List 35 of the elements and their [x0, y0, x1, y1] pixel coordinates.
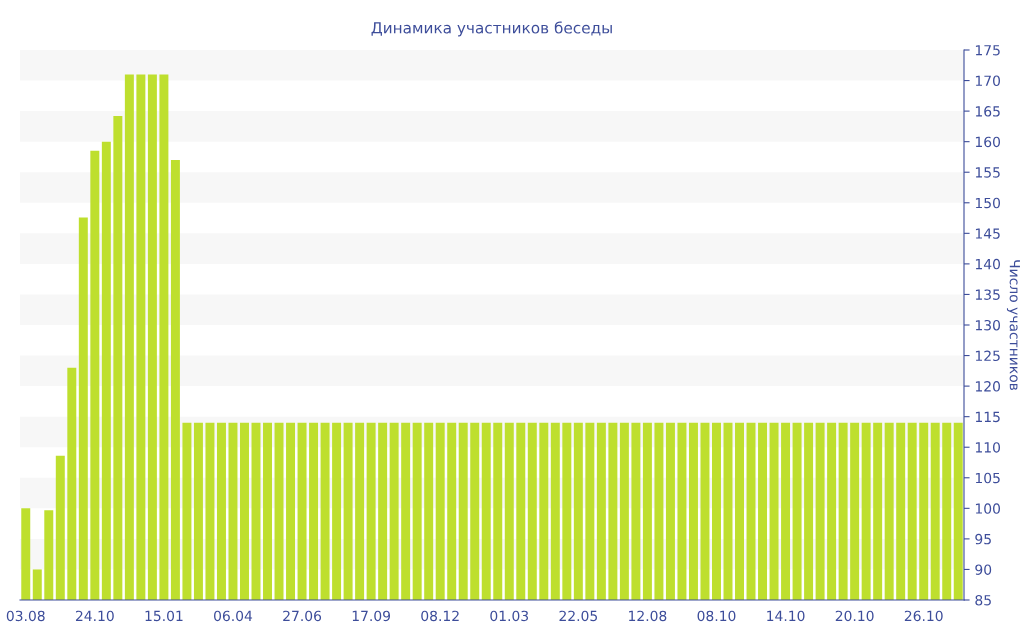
y-tick-label: 125 [975, 350, 1000, 362]
x-tick-label: 12.08 [629, 610, 667, 622]
x-tick-label: 03.08 [6, 610, 45, 622]
chart-title: Динамика участников беседы [371, 21, 612, 37]
y-tick-label: 175 [975, 45, 1000, 56]
x-tick-label: 24.10 [75, 610, 114, 622]
y-tick-label: 115 [975, 411, 1000, 423]
x-tick-label: 22.05 [559, 610, 598, 622]
x-tick-label: 06.04 [214, 610, 253, 622]
y-tick-label: 120 [975, 381, 1000, 392]
x-tick-label: 20.10 [835, 610, 874, 622]
x-tick-label: 15.01 [145, 610, 183, 622]
y-tick-label: 170 [975, 75, 1000, 87]
x-tick-label: 17.09 [352, 610, 391, 622]
x-tick-label: 27.06 [283, 610, 322, 622]
x-tick-label: 08.10 [697, 610, 736, 622]
y-tick-label: 105 [975, 472, 1000, 484]
y-tick-label: 85 [975, 594, 991, 606]
y-axis-title: Число участников [1006, 260, 1020, 391]
y-tick-label: 100 [975, 503, 1000, 514]
y-tick-label: 135 [975, 289, 1000, 300]
y-tick-label: 155 [975, 167, 1000, 178]
y-tick-label: 150 [975, 197, 1000, 209]
y-tick-label: 95 [975, 533, 991, 545]
y-tick-label: 130 [975, 319, 1000, 331]
y-tick-label: 160 [975, 136, 1000, 148]
y-tick-label: 90 [975, 564, 992, 575]
x-tick-label: 14.10 [767, 610, 805, 622]
y-tick-label: 145 [975, 228, 1000, 239]
y-tick-label: 165 [975, 106, 1000, 117]
y-tick-label: 110 [975, 442, 1000, 453]
x-tick-label: 08.12 [421, 610, 459, 622]
y-tick-label: 140 [975, 258, 1000, 270]
x-tick-label: 01.03 [490, 610, 529, 622]
x-tick-label: 26.10 [904, 610, 943, 622]
